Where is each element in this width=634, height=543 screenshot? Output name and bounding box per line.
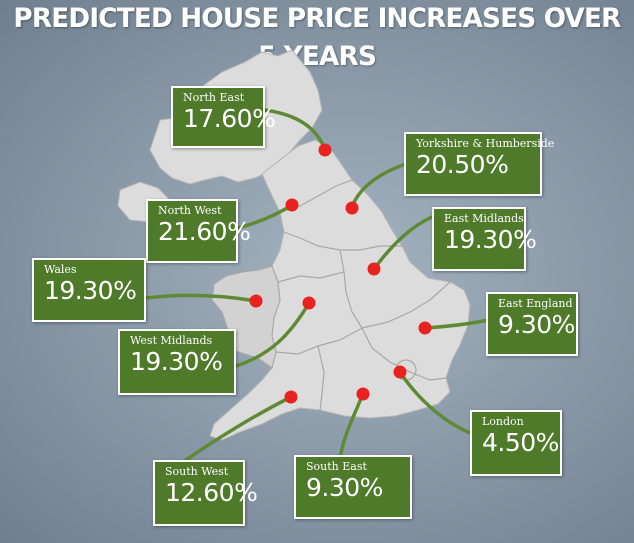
label-west-midlands: West Midlands 19.30%	[118, 329, 236, 395]
label-east-midlands: East Midlands 19.30%	[432, 207, 537, 271]
connector-south-west	[178, 395, 293, 466]
region-value: 9.30%	[306, 473, 383, 502]
label-east-england: East England 9.30%	[486, 292, 578, 356]
region-value: 21.60%	[158, 217, 251, 246]
connector-london	[398, 370, 472, 435]
connector-wales	[144, 293, 258, 303]
region-name: West Midlands	[130, 334, 213, 347]
connector-south-east	[338, 392, 365, 462]
region-name: North East	[183, 91, 245, 104]
marker-yorkshire	[345, 201, 359, 215]
label-south-west: South West 12.60%	[153, 460, 258, 526]
marker-south-east	[356, 387, 370, 401]
connector-west-midlands	[234, 301, 311, 368]
markers	[249, 143, 432, 404]
marker-east-england	[418, 321, 432, 335]
marker-north-west	[285, 198, 299, 212]
region-value: 12.60%	[165, 478, 258, 507]
label-yorkshire: Yorkshire & Humberside 20.50%	[404, 132, 555, 196]
region-name: London	[482, 415, 524, 428]
region-name: East Midlands	[444, 212, 524, 225]
region-name: Yorkshire & Humberside	[416, 137, 555, 150]
marker-north-east	[318, 143, 332, 157]
marker-east-midlands	[367, 262, 381, 276]
connector-east-midlands	[372, 213, 439, 271]
region-value: 9.30%	[498, 310, 575, 339]
region-value: 19.30%	[130, 347, 223, 376]
page-title: PREDICTED HOUSE PRICE INCREASES OVER 5 Y…	[13, 3, 621, 72]
marker-wales	[249, 294, 263, 308]
label-south-east: South East 9.30%	[294, 455, 412, 519]
label-wales: Wales 19.30%	[32, 258, 146, 322]
region-value: 20.50%	[416, 150, 509, 179]
region-value: 17.60%	[183, 104, 276, 133]
region-name: North West	[158, 204, 222, 217]
marker-london	[393, 365, 407, 379]
label-london: London 4.50%	[470, 410, 562, 476]
label-north-west: North West 21.60%	[146, 199, 251, 263]
region-value: 19.30%	[44, 276, 137, 305]
region-value: 19.30%	[444, 225, 537, 254]
marker-west-midlands	[302, 296, 316, 310]
region-name: South East	[306, 460, 367, 473]
region-name: Wales	[44, 263, 77, 276]
region-name: East England	[498, 297, 573, 310]
region-name: South West	[165, 465, 229, 478]
marker-south-west	[284, 390, 298, 404]
region-value: 4.50%	[482, 428, 559, 457]
label-north-east: North East 17.60%	[171, 86, 276, 148]
